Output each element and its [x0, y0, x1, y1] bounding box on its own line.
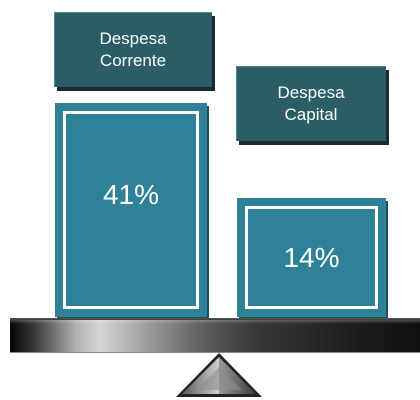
label-right-line1: Despesa — [277, 82, 345, 102]
block-right-value: 14% — [283, 241, 340, 273]
fulcrum-triangle-icon — [176, 353, 262, 397]
label-despesa-corrente: Despesa Corrente — [54, 12, 212, 87]
label-right-line2: Capital — [284, 104, 338, 124]
block-left-value: 41% — [102, 179, 160, 210]
balance-beam — [10, 318, 420, 353]
block-left-frame: 41% — [63, 111, 199, 309]
label-despesa-capital: Despesa Capital — [236, 66, 386, 141]
block-despesa-capital: 14% — [237, 198, 386, 317]
block-right-frame: 14% — [245, 206, 378, 309]
block-despesa-corrente: 41% — [55, 103, 207, 317]
label-left-line2: Corrente — [99, 50, 167, 70]
label-left-line1: Despesa — [99, 28, 167, 48]
